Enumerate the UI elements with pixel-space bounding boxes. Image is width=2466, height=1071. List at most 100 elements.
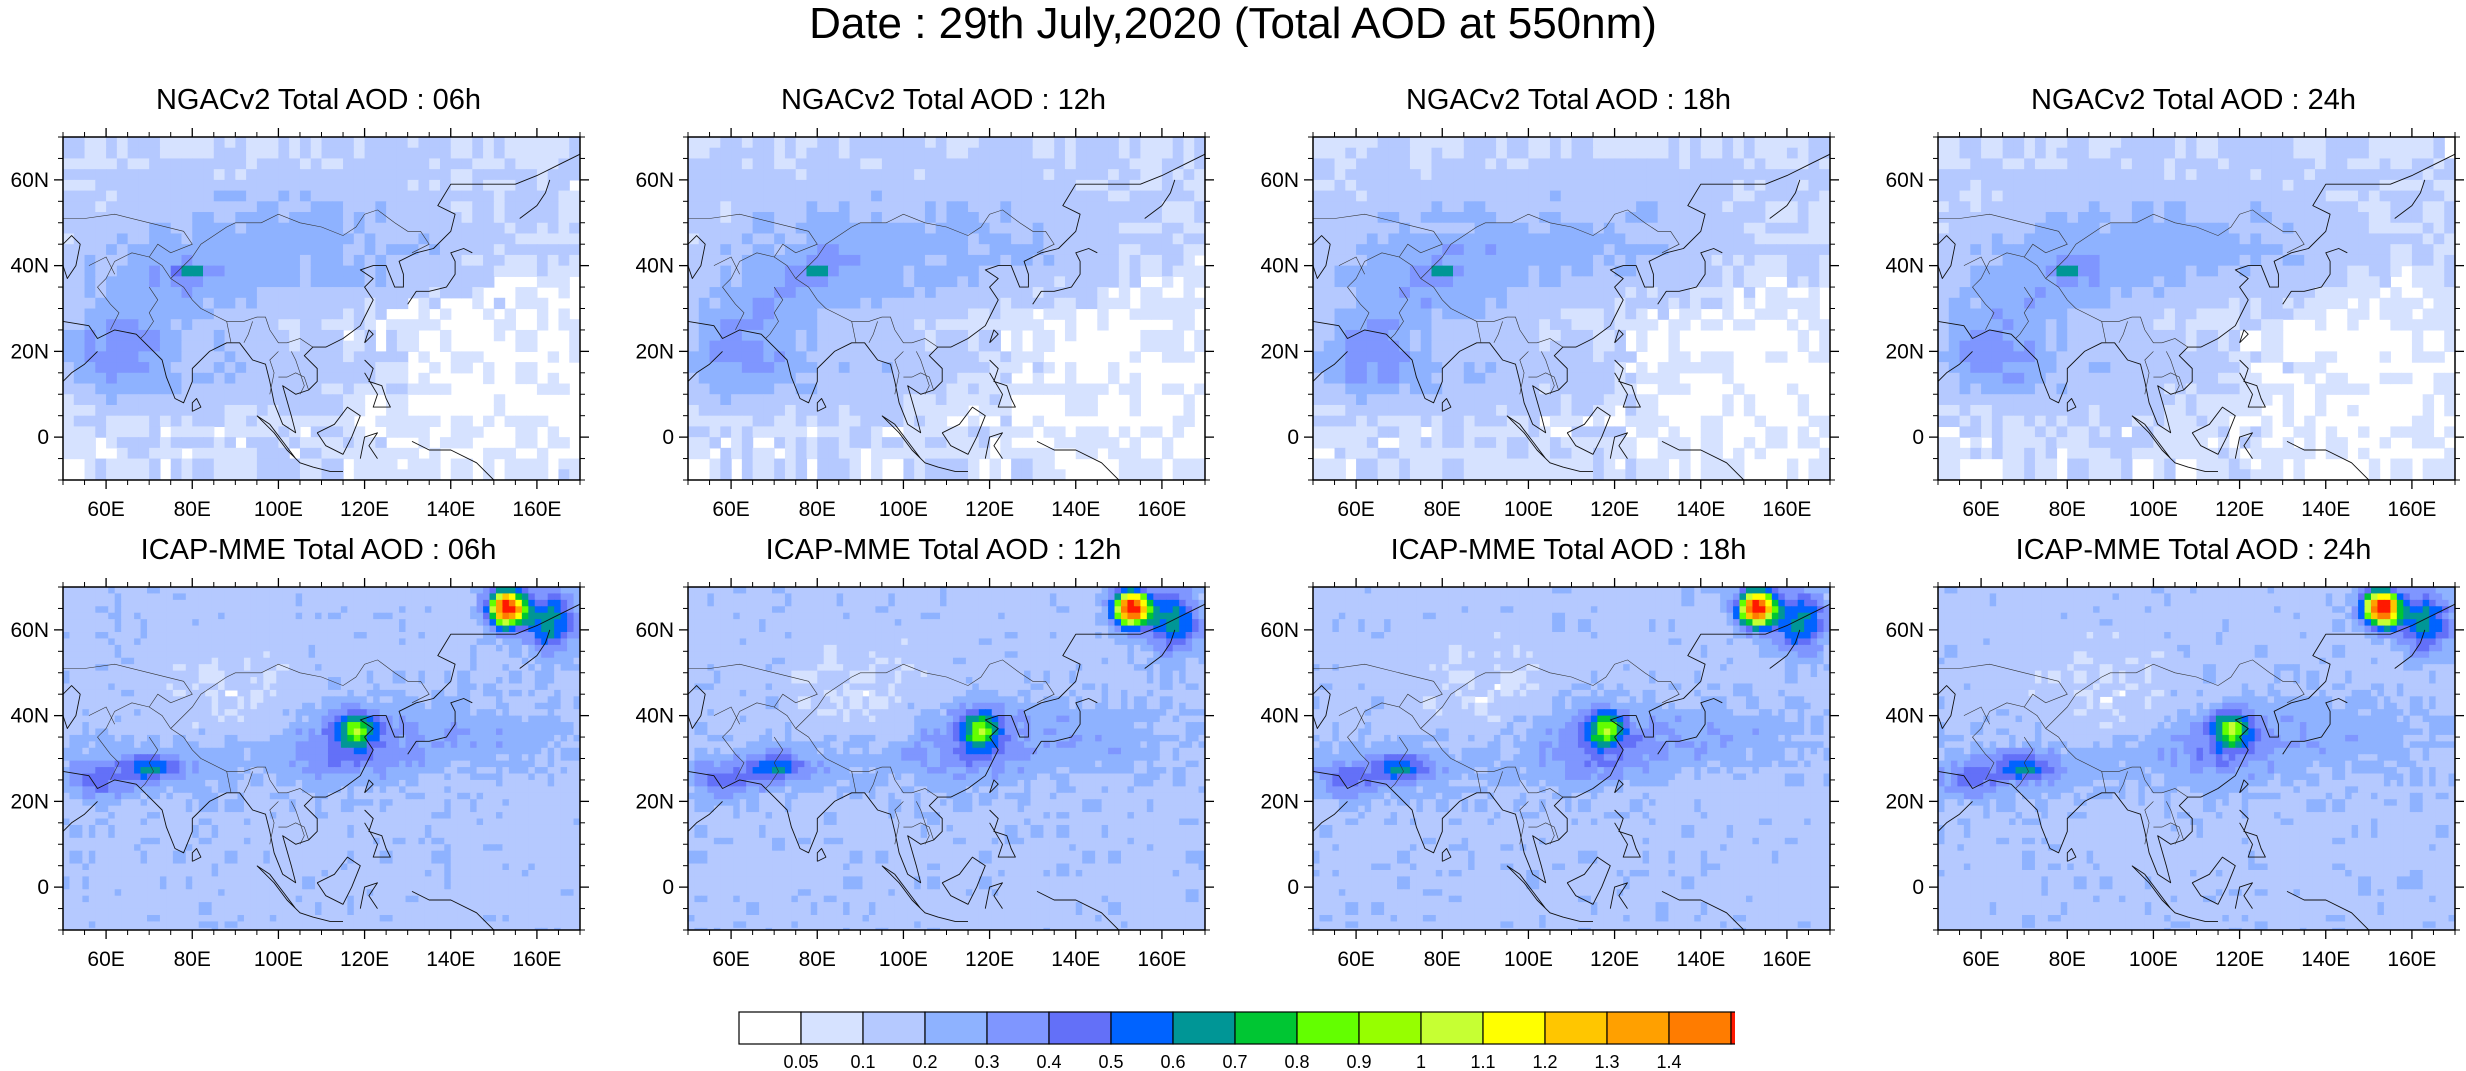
- country-borders: [1313, 659, 1680, 845]
- lon-tick-label: 160E: [2387, 498, 2436, 521]
- lon-tick-label: 80E: [799, 498, 836, 521]
- coastlines: [1313, 153, 1830, 480]
- lat-tick-label: 40N: [10, 705, 49, 728]
- lat-tick-label: 60N: [635, 169, 674, 192]
- lat-tick-label: 60N: [1885, 619, 1924, 642]
- lat-tick-label: 40N: [1260, 705, 1299, 728]
- colorbar-swatch: [1048, 1011, 1112, 1045]
- lat-tick-label: 60N: [1885, 169, 1924, 192]
- lon-tick-label: 100E: [254, 948, 303, 971]
- lon-tick-label: 160E: [2387, 948, 2436, 971]
- aod-map: 60N 40N 20N 0 60E 80E 100E 120E 140E 160E: [635, 128, 1214, 521]
- lat-tick-label: 0: [37, 426, 49, 449]
- colorbar-label: 1.3: [1594, 1052, 1619, 1070]
- lat-tick-label: 40N: [1260, 255, 1299, 278]
- aod-field: [1313, 137, 1830, 480]
- panel-title: ICAP-MME Total AOD : 18h: [1250, 534, 1887, 566]
- panel-title: ICAP-MME Total AOD : 06h: [0, 534, 637, 566]
- lon-tick-label: 160E: [1762, 948, 1811, 971]
- lon-tick-label: 140E: [426, 498, 475, 521]
- colorbar-swatch: [800, 1011, 864, 1045]
- aod-field: [1938, 137, 2455, 480]
- colorbar-swatch: [738, 1011, 802, 1045]
- lon-tick-label: 140E: [1051, 948, 1100, 971]
- lon-tick-label: 60E: [87, 948, 124, 971]
- lon-tick-label: 100E: [2129, 948, 2178, 971]
- colorbar-swatch: [1420, 1011, 1484, 1045]
- lat-tick-label: 0: [662, 426, 674, 449]
- map-panel-icap-06: ICAP-MME Total AOD : 06h 60N 40N 20N 0 60E 80E…: [0, 534, 640, 997]
- colorbar-swatch: [1234, 1011, 1298, 1045]
- panel-title: ICAP-MME Total AOD : 12h: [625, 534, 1262, 566]
- coastlines: [63, 153, 580, 480]
- map-panel-ngac-18: NGACv2 Total AOD : 18h 60N 40N 20N 0 60E 80E 10…: [1250, 84, 1890, 547]
- lat-tick-label: 0: [1912, 876, 1924, 899]
- lon-tick-label: 60E: [1337, 948, 1374, 971]
- colorbar-swatch: [1482, 1011, 1546, 1045]
- panel-title: NGACv2 Total AOD : 24h: [1875, 84, 2466, 116]
- colorbar-swatch: [1606, 1011, 1670, 1045]
- lon-tick-label: 120E: [340, 948, 389, 971]
- lon-tick-label: 60E: [87, 498, 124, 521]
- lat-tick-label: 20N: [1885, 790, 1924, 813]
- lat-tick-label: 60N: [1260, 619, 1299, 642]
- colorbar-label: 0.6: [1160, 1052, 1185, 1070]
- lon-tick-label: 120E: [340, 498, 389, 521]
- lon-tick-label: 80E: [174, 498, 211, 521]
- lon-tick-label: 140E: [2301, 498, 2350, 521]
- lon-tick-label: 100E: [2129, 498, 2178, 521]
- lon-tick-label: 160E: [1137, 498, 1186, 521]
- aod-map: 60N 40N 20N 0 60E 80E 100E 120E 140E 160E: [1885, 578, 2464, 971]
- lon-tick-label: 140E: [1676, 948, 1725, 971]
- aod-field: [63, 587, 580, 930]
- coastlines: [688, 153, 1205, 480]
- colorbar-swatch: [1730, 1011, 1735, 1045]
- colorbar-swatch: [1296, 1011, 1360, 1045]
- lon-tick-label: 160E: [1137, 948, 1186, 971]
- lat-tick-label: 40N: [10, 255, 49, 278]
- map-panel-icap-12: ICAP-MME Total AOD : 12h 60N 40N 20N 0 60E 80E…: [625, 534, 1265, 997]
- lon-tick-label: 80E: [1424, 498, 1461, 521]
- colorbar-label: 1.2: [1532, 1052, 1557, 1070]
- lon-tick-label: 60E: [1962, 498, 1999, 521]
- aod-field: [1938, 587, 2455, 930]
- lon-tick-label: 140E: [426, 948, 475, 971]
- lon-tick-label: 60E: [712, 498, 749, 521]
- lat-tick-label: 0: [37, 876, 49, 899]
- map-panel-icap-24: ICAP-MME Total AOD : 24h 60N 40N 20N 0 60E 80E…: [1875, 534, 2466, 997]
- aod-field: [1313, 587, 1830, 930]
- lon-tick-label: 100E: [879, 948, 928, 971]
- lon-tick-label: 120E: [1590, 498, 1639, 521]
- lon-tick-label: 140E: [1051, 498, 1100, 521]
- lat-tick-label: 20N: [1885, 340, 1924, 363]
- lon-tick-label: 80E: [1424, 948, 1461, 971]
- lon-tick-label: 140E: [1676, 498, 1725, 521]
- aod-map: 60N 40N 20N 0 60E 80E 100E 120E 140E 160E: [635, 578, 1214, 971]
- colorbar-label: 0.8: [1284, 1052, 1309, 1070]
- colorbar-label: 1.1: [1470, 1052, 1495, 1070]
- map-panel-icap-18: ICAP-MME Total AOD : 18h 60N 40N 20N 0 60E 80E…: [1250, 534, 1890, 997]
- colorbar-label: 0.2: [912, 1052, 937, 1070]
- lon-tick-label: 120E: [965, 498, 1014, 521]
- country-borders: [1938, 209, 2305, 395]
- lat-tick-label: 20N: [635, 340, 674, 363]
- lon-tick-label: 100E: [1504, 498, 1553, 521]
- figure-title: Date : 29th July,2020 (Total AOD at 550n…: [0, 0, 2466, 48]
- lat-tick-label: 0: [1287, 876, 1299, 899]
- lon-tick-label: 120E: [2215, 498, 2264, 521]
- colorbar-label: 1.4: [1656, 1052, 1681, 1070]
- lat-tick-label: 0: [1912, 426, 1924, 449]
- colorbar-swatch: [1110, 1011, 1174, 1045]
- panel-title: ICAP-MME Total AOD : 24h: [1875, 534, 2466, 566]
- aod-map: 60N 40N 20N 0 60E 80E 100E 120E 140E 160E: [1260, 128, 1839, 521]
- coastlines: [1313, 603, 1830, 930]
- lat-tick-label: 60N: [635, 619, 674, 642]
- lon-tick-label: 160E: [1762, 498, 1811, 521]
- aod-map: 60N 40N 20N 0 60E 80E 100E 120E 140E 160E: [10, 128, 589, 521]
- colorbar: 0.05 0.1 0.2 0.3 0.4 0.5 0.6 0.7 0.8 0.9 1 1.1 1.2 1.…: [738, 1011, 1735, 1070]
- lon-tick-label: 100E: [254, 498, 303, 521]
- lat-tick-label: 60N: [10, 169, 49, 192]
- country-borders: [1313, 209, 1680, 395]
- lat-tick-label: 40N: [1885, 705, 1924, 728]
- lat-tick-label: 20N: [1260, 340, 1299, 363]
